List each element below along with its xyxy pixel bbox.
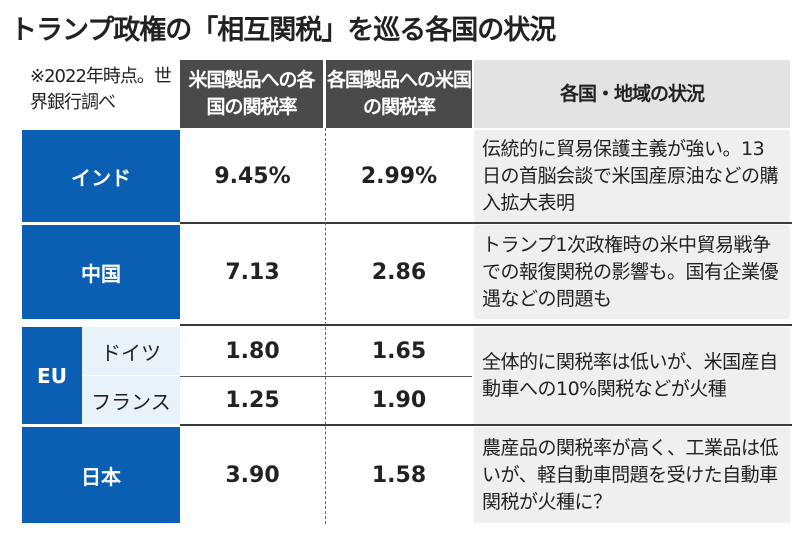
germany-rate-on-us: 1.80: [225, 338, 280, 364]
india-us-rate: 2.99%: [360, 163, 438, 189]
column-divider-dashed: [325, 128, 326, 524]
header-rate-on-us-goods: 米国製品への各国の関税率: [180, 60, 323, 128]
row-divider: [180, 324, 792, 326]
row-label-china: 中国: [22, 225, 180, 319]
china-rate-on-us: 7.13: [225, 259, 280, 285]
china-us-rate: 2.86: [371, 259, 427, 285]
header-status: 各国・地域の状況: [474, 60, 790, 128]
india-status: 伝統的に貿易保護主義が強い。13日の首脳会談で米国産原油などの購入拡大表明: [474, 130, 790, 222]
row-label-germany: ドイツ: [82, 327, 180, 375]
france-rate-on-us: 1.25: [225, 388, 280, 413]
row-divider: [180, 424, 792, 426]
sub-row-divider: [180, 376, 472, 377]
row-label-india: インド: [22, 130, 180, 222]
germany-us-rate: 1.65: [371, 338, 427, 364]
source-note: ※2022年時点。世界銀行調べ: [30, 66, 172, 113]
row-label-eu: EU: [22, 327, 82, 424]
header-us-rate: 各国製品への米国の関税率: [326, 60, 472, 128]
japan-rate-on-us: 3.90: [225, 462, 280, 488]
page-title: トランプ政権の「相互関税」を巡る各国の状況: [10, 15, 556, 46]
france-us-rate: 1.90: [371, 388, 427, 413]
row-label-japan: 日本: [22, 427, 180, 523]
japan-us-rate: 1.58: [371, 462, 427, 488]
china-status: トランプ1次政権時の米中貿易戦争での報復関税の影響も。国有企業優遇などの問題も: [474, 225, 790, 319]
row-divider: [180, 222, 792, 224]
japan-status: 農産品の関税率が高く、工業品は低いが、軽自動車問題を受けた自動車関税が火種に？: [474, 427, 790, 523]
eu-status: 全体的に関税率は低いが、米国産自動車への10%関税などが火種: [474, 327, 790, 424]
row-label-france: フランス: [82, 376, 180, 424]
india-rate-on-us: 9.45%: [214, 163, 291, 189]
